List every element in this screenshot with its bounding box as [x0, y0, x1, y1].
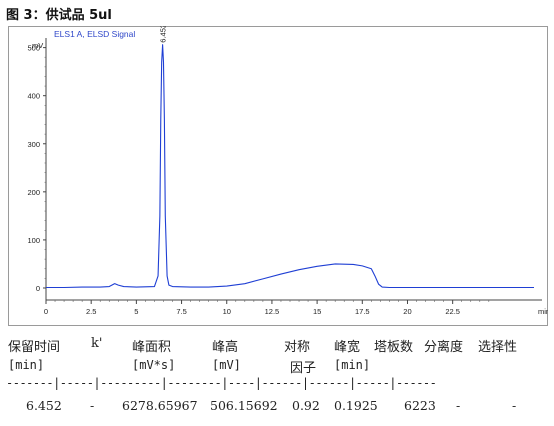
- header-symmetry: 对称: [284, 340, 311, 355]
- peak-label: 6.452: [159, 26, 168, 43]
- cell-peak-area: 6278.65967: [122, 398, 198, 413]
- header-peak-area: 峰面积: [132, 340, 172, 355]
- y-tick-label: 400: [27, 92, 40, 101]
- chromatogram-chart: ELS1 A, ELSD Signal mV 0 100 200 300 400 500 0 2.…: [8, 26, 548, 326]
- x-tick-label: 5: [134, 307, 138, 316]
- cell-resolution: -: [456, 398, 461, 413]
- header-plates: 塔板数: [374, 340, 414, 355]
- header-selectivity: 选择性: [478, 340, 518, 355]
- x-unit-label: min: [538, 307, 548, 316]
- y-tick-label: 200: [27, 188, 40, 197]
- x-tick-label: 0: [44, 307, 48, 316]
- cell-symmetry: 0.92: [292, 398, 320, 413]
- x-tick-label: 7.5: [176, 307, 186, 316]
- header-k-prime: k': [91, 336, 103, 351]
- header-peak-height: 峰高: [212, 340, 239, 355]
- chart-title: ELS1 A, ELSD Signal: [54, 29, 135, 39]
- x-tick-label: 2.5: [86, 307, 96, 316]
- cell-selectivity: -: [512, 398, 517, 413]
- y-unit-label: mV: [32, 41, 43, 50]
- x-tick-label: 17.5: [355, 307, 370, 316]
- y-tick-label: 100: [27, 236, 40, 245]
- peak-table: 保留时间 k' 峰面积 峰高 对称 峰宽 塔板数 分离度 选择性 [min] […: [0, 330, 554, 426]
- unit-peak-height: [mV]: [212, 358, 241, 372]
- y-tick-label: 0: [36, 284, 40, 293]
- cell-retention-time: 6.452: [26, 398, 62, 413]
- unit-peak-area: [mV*s]: [132, 358, 176, 372]
- header-retention-time: 保留时间: [8, 340, 61, 355]
- chart-svg: ELS1 A, ELSD Signal mV 0 100 200 300 400 500 0 2.…: [8, 26, 548, 326]
- unit-peak-width: [min]: [334, 358, 371, 372]
- cell-peak-height: 506.15692: [210, 398, 278, 413]
- figure-caption: 图 3：供试品 5ul: [6, 8, 112, 23]
- cell-plates: 6223: [404, 398, 436, 413]
- header-peak-width: 峰宽: [334, 340, 361, 355]
- y-tick-label: 300: [27, 140, 40, 149]
- header-resolution: 分离度: [424, 340, 464, 355]
- x-tick-label: 15: [313, 307, 321, 316]
- cell-k-prime: -: [90, 398, 95, 413]
- x-tick-label: 20: [403, 307, 411, 316]
- x-tick-label: 10: [223, 307, 231, 316]
- chart-frame: [8, 26, 548, 326]
- x-tick-label: 12.5: [265, 307, 280, 316]
- series-line: [46, 44, 534, 289]
- x-tick-label: 22.5: [445, 307, 460, 316]
- cell-peak-width: 0.1925: [334, 398, 378, 413]
- unit-retention-time: [min]: [8, 358, 45, 372]
- y-tick-label: 500: [27, 44, 40, 53]
- table-separator: -------|-----|---------|--------|----|--…: [6, 376, 437, 390]
- header-symmetry-sub: 因子: [290, 361, 317, 376]
